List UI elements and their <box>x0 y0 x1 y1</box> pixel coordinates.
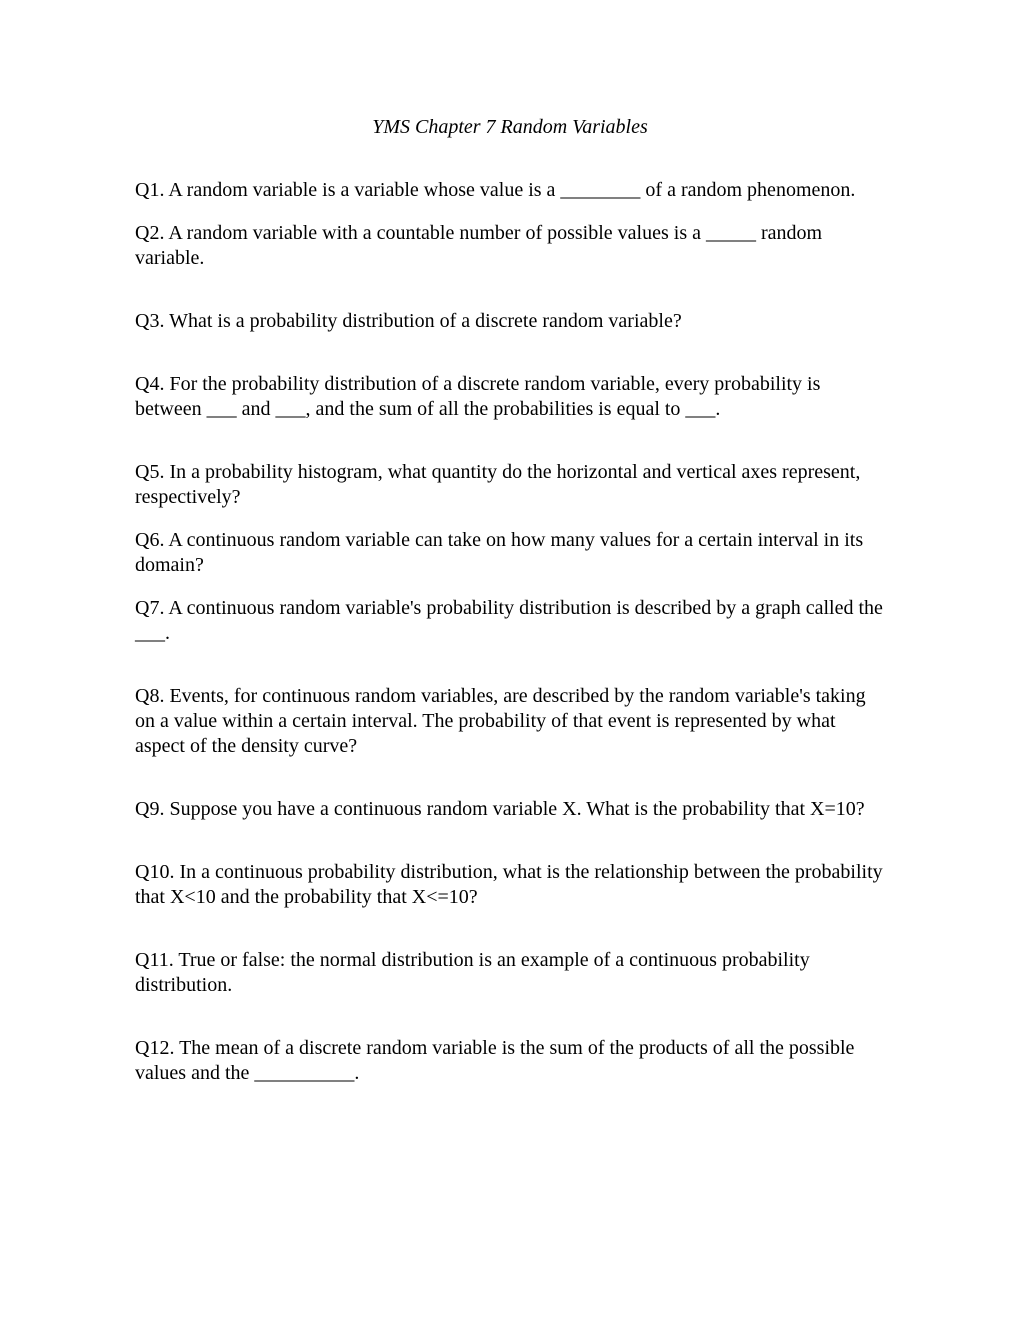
question-1: Q1. A random variable is a variable whos… <box>135 178 885 203</box>
question-7: Q7. A continuous random variable's proba… <box>135 596 885 646</box>
question-11: Q11. True or false: the normal distribut… <box>135 948 885 998</box>
question-4: Q4. For the probability distribution of … <box>135 372 885 422</box>
question-5: Q5. In a probability histogram, what qua… <box>135 460 885 510</box>
question-9: Q9. Suppose you have a continuous random… <box>135 797 885 822</box>
question-3: Q3. What is a probability distribution o… <box>135 309 885 334</box>
question-2: Q2. A random variable with a countable n… <box>135 221 885 271</box>
question-6: Q6. A continuous random variable can tak… <box>135 528 885 578</box>
document-title: YMS Chapter 7 Random Variables <box>135 115 885 140</box>
question-8: Q8. Events, for continuous random variab… <box>135 684 885 759</box>
question-12: Q12. The mean of a discrete random varia… <box>135 1036 885 1086</box>
question-10: Q10. In a continuous probability distrib… <box>135 860 885 910</box>
